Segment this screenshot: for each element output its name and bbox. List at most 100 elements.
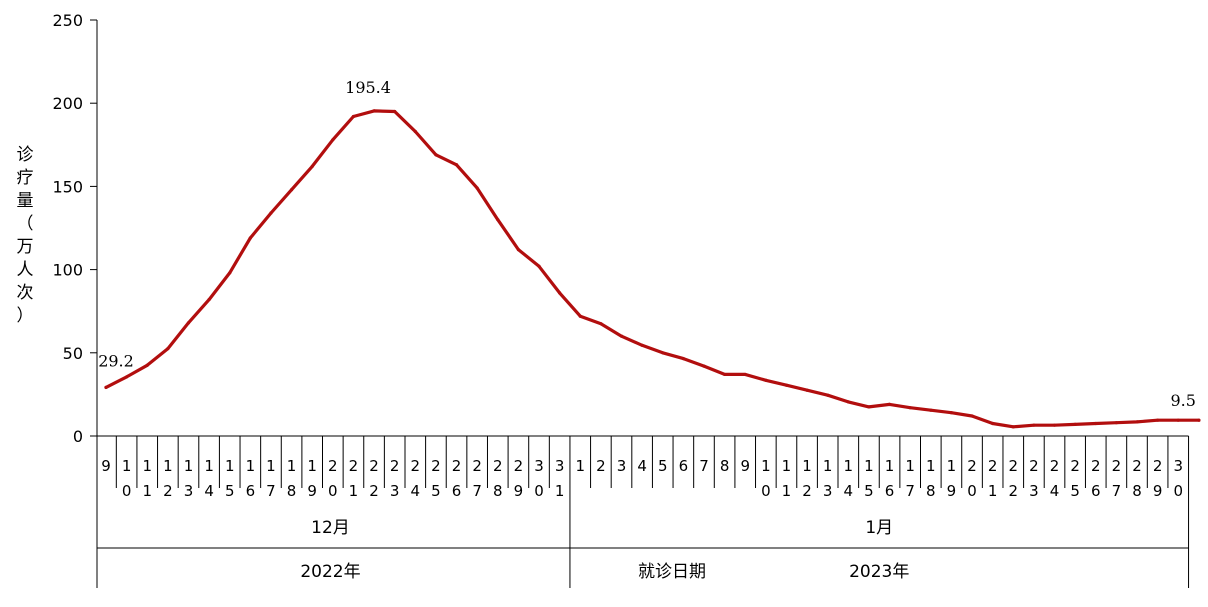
data-point xyxy=(1176,418,1180,422)
data-point xyxy=(331,138,335,142)
data-point xyxy=(496,218,500,222)
x-tick-label: 3 xyxy=(617,457,627,475)
x-tick-label: 5 xyxy=(658,457,668,475)
data-point xyxy=(1052,423,1057,427)
data-point xyxy=(640,343,644,347)
data-point xyxy=(434,153,438,157)
x-tick-label: 6 xyxy=(679,457,689,475)
data-point xyxy=(949,411,954,415)
data-point xyxy=(1156,418,1160,422)
data-point xyxy=(1197,418,1201,422)
data-point xyxy=(1094,421,1098,426)
data-point xyxy=(393,109,397,114)
x-tick-label: 7 xyxy=(699,457,709,475)
data-point xyxy=(826,393,830,397)
x-tick-label: 9 xyxy=(740,457,750,475)
x-tick-label: 1 xyxy=(575,457,585,475)
x-tick-label: 8 xyxy=(720,457,730,475)
x-tick-label: 4 xyxy=(637,457,647,475)
data-point xyxy=(661,351,665,355)
x-tick-label: 9 xyxy=(101,457,111,475)
data-label: 29.2 xyxy=(98,351,134,370)
series-layer xyxy=(104,109,1201,429)
data-point xyxy=(537,264,541,268)
y-axis: 0 50 100 150 200 250 xyxy=(52,11,98,446)
data-point xyxy=(991,421,995,426)
data-point xyxy=(558,291,562,295)
data-point xyxy=(228,271,232,275)
data-point xyxy=(1114,421,1118,425)
data-point xyxy=(723,372,727,377)
year-label-2022: 2022年 xyxy=(300,562,360,582)
data-point xyxy=(475,186,479,190)
data-point xyxy=(867,405,871,409)
data-point xyxy=(248,236,252,240)
y-tick-label: 200 xyxy=(52,94,83,113)
y-tick-label: 50 xyxy=(63,344,83,363)
data-point xyxy=(743,372,747,377)
data-point xyxy=(351,114,356,119)
data-point xyxy=(145,363,149,367)
data-point xyxy=(702,364,706,368)
data-point xyxy=(887,402,892,406)
data-point xyxy=(619,334,624,338)
data-point xyxy=(125,375,129,379)
data-label: 195.4 xyxy=(345,78,391,97)
data-point xyxy=(846,400,850,404)
data-point xyxy=(764,378,768,382)
x-axis-label: 就诊日期 xyxy=(638,562,706,582)
data-point xyxy=(207,297,211,302)
data-point xyxy=(929,408,933,412)
series-line xyxy=(104,109,1201,429)
data-point xyxy=(1011,425,1015,429)
data-point xyxy=(1135,420,1139,424)
data-point xyxy=(372,109,376,113)
data-point xyxy=(104,385,108,390)
data-point xyxy=(166,347,170,351)
data-point xyxy=(784,383,789,387)
month-label-jan: 1月 xyxy=(865,518,893,538)
labels-layer: 29.2 195.4 9.5 xyxy=(98,78,1196,410)
y-tick-label: 100 xyxy=(52,261,83,280)
year-label-2023: 2023年 xyxy=(849,562,909,582)
y-axis-label: 诊疗量（万人次） xyxy=(17,145,34,326)
data-point xyxy=(599,322,603,326)
data-point xyxy=(289,188,294,192)
data-point xyxy=(681,357,685,361)
y-tick-label: 150 xyxy=(52,177,83,196)
